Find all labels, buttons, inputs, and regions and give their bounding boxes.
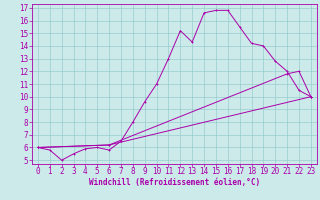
X-axis label: Windchill (Refroidissement éolien,°C): Windchill (Refroidissement éolien,°C) [89,178,260,187]
